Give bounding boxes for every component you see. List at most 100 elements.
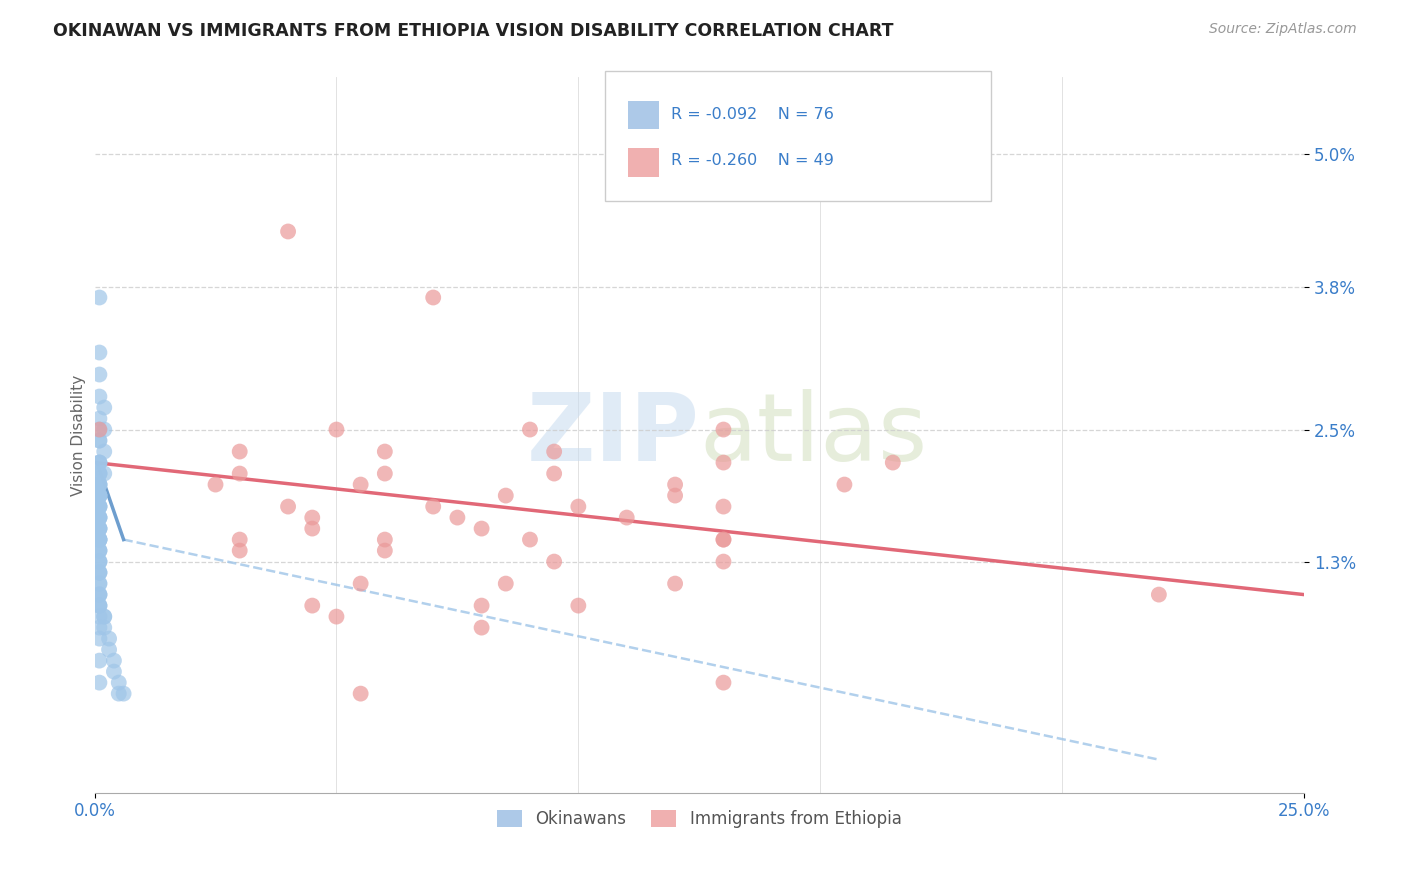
Point xyxy=(277,500,299,514)
Point xyxy=(89,510,111,524)
Point xyxy=(350,477,373,491)
Point xyxy=(89,632,111,646)
Point xyxy=(89,467,111,481)
Point xyxy=(89,291,111,305)
Point xyxy=(713,555,735,569)
Text: OKINAWAN VS IMMIGRANTS FROM ETHIOPIA VISION DISABILITY CORRELATION CHART: OKINAWAN VS IMMIGRANTS FROM ETHIOPIA VIS… xyxy=(53,22,894,40)
Point xyxy=(664,477,686,491)
Point xyxy=(89,533,111,547)
Point xyxy=(374,543,396,558)
Point xyxy=(519,423,541,437)
Point xyxy=(713,500,735,514)
Point xyxy=(89,434,111,448)
Point xyxy=(93,467,115,481)
Point xyxy=(89,599,111,613)
Point xyxy=(89,566,111,580)
Point xyxy=(543,467,565,481)
Point xyxy=(89,510,111,524)
Point xyxy=(89,522,111,536)
Text: R = -0.092    N = 76: R = -0.092 N = 76 xyxy=(671,107,834,121)
Point xyxy=(834,477,856,491)
Point xyxy=(446,510,468,524)
Point xyxy=(89,500,111,514)
Point xyxy=(98,642,121,657)
Point xyxy=(301,599,323,613)
Point xyxy=(93,609,115,624)
Point xyxy=(374,444,396,458)
Point xyxy=(713,533,735,547)
Point xyxy=(89,621,111,635)
Text: atlas: atlas xyxy=(699,389,928,481)
Point xyxy=(103,654,125,668)
Point xyxy=(89,489,111,503)
Point xyxy=(519,533,541,547)
Point xyxy=(93,444,115,458)
Point xyxy=(89,423,111,437)
Point xyxy=(277,225,299,239)
Point xyxy=(228,467,250,481)
Point xyxy=(89,576,111,591)
Point xyxy=(89,500,111,514)
Point xyxy=(713,423,735,437)
Point xyxy=(89,533,111,547)
Point xyxy=(89,588,111,602)
Point xyxy=(93,621,115,635)
Point xyxy=(374,533,396,547)
Text: Source: ZipAtlas.com: Source: ZipAtlas.com xyxy=(1209,22,1357,37)
Point xyxy=(325,609,347,624)
Point xyxy=(112,687,135,701)
Point xyxy=(89,456,111,470)
Point xyxy=(89,477,111,491)
Point xyxy=(89,489,111,503)
Point xyxy=(713,456,735,470)
Point xyxy=(89,522,111,536)
Point xyxy=(350,687,373,701)
Point xyxy=(543,555,565,569)
Point xyxy=(471,522,494,536)
Point xyxy=(567,500,589,514)
Point xyxy=(89,555,111,569)
Point xyxy=(89,543,111,558)
Point xyxy=(89,543,111,558)
Point xyxy=(89,654,111,668)
Point xyxy=(89,477,111,491)
Point xyxy=(495,576,517,591)
Point xyxy=(89,522,111,536)
Point xyxy=(471,621,494,635)
Point xyxy=(89,489,111,503)
Point xyxy=(422,291,444,305)
Point xyxy=(107,675,129,690)
Point xyxy=(228,444,250,458)
Point xyxy=(495,489,517,503)
Point xyxy=(89,555,111,569)
Point xyxy=(89,489,111,503)
Point xyxy=(89,675,111,690)
Point xyxy=(89,510,111,524)
Point xyxy=(713,533,735,547)
Point xyxy=(567,599,589,613)
Point xyxy=(89,477,111,491)
Point xyxy=(89,477,111,491)
Point xyxy=(471,599,494,613)
Point xyxy=(374,467,396,481)
Point xyxy=(89,500,111,514)
Point xyxy=(664,576,686,591)
Point xyxy=(228,543,250,558)
Point xyxy=(89,533,111,547)
Point xyxy=(89,566,111,580)
Point xyxy=(882,456,904,470)
Point xyxy=(89,489,111,503)
Point xyxy=(422,500,444,514)
Point xyxy=(228,533,250,547)
Point xyxy=(89,456,111,470)
Point xyxy=(89,522,111,536)
Point xyxy=(89,456,111,470)
Point xyxy=(89,609,111,624)
Point xyxy=(103,665,125,679)
Point xyxy=(89,423,111,437)
Point xyxy=(543,444,565,458)
Point xyxy=(89,599,111,613)
Point xyxy=(89,411,111,425)
Point xyxy=(93,401,115,415)
Point xyxy=(89,500,111,514)
